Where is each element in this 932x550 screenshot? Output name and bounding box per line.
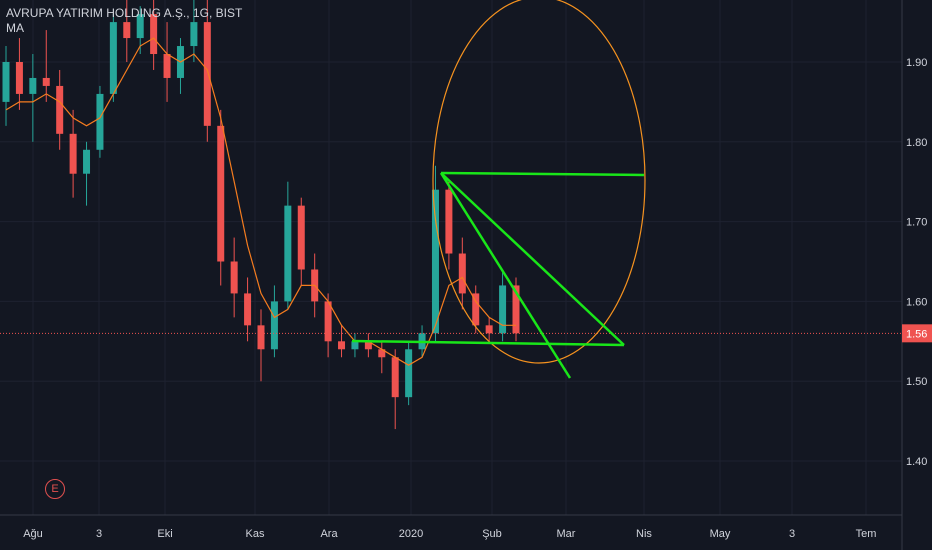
candle-body[interactable]: [29, 77, 37, 94]
candle-body[interactable]: [83, 149, 91, 174]
candle-body[interactable]: [96, 93, 104, 150]
candle-body[interactable]: [123, 22, 131, 39]
time-tick-label: Ağu: [23, 528, 43, 540]
candle-body[interactable]: [485, 325, 493, 334]
candle-body[interactable]: [150, 14, 158, 55]
price-tick-label: 1.60: [906, 296, 927, 308]
time-tick-label: Mar: [557, 528, 576, 540]
time-tick-label: 3: [789, 528, 795, 540]
candle-body[interactable]: [244, 293, 252, 326]
descending-trend-line-2[interactable]: [439, 172, 572, 379]
time-tick-label: 2020: [399, 528, 423, 540]
candle-body[interactable]: [190, 22, 198, 47]
candle-body[interactable]: [217, 125, 225, 262]
support-line[interactable]: [351, 339, 625, 347]
time-tick-label: Ara: [320, 528, 338, 540]
price-tick-label: 1.90: [906, 57, 927, 69]
candle-body[interactable]: [42, 77, 50, 86]
candle-body[interactable]: [2, 62, 10, 102]
candle-body[interactable]: [69, 133, 77, 174]
candle-body[interactable]: [472, 293, 480, 326]
last-price-label: 1.56: [906, 328, 927, 340]
candle-body[interactable]: [297, 205, 305, 270]
time-tick-label: May: [710, 528, 731, 540]
time-tick-label: Tem: [856, 528, 877, 540]
candle-body[interactable]: [203, 22, 211, 126]
last-price-badge: [902, 324, 932, 343]
candle-body[interactable]: [458, 253, 466, 294]
candle-body[interactable]: [512, 285, 520, 334]
candle-body[interactable]: [163, 54, 171, 78]
price-tick-label: 1.80: [906, 137, 927, 149]
candle-body[interactable]: [136, 14, 144, 39]
candle-body[interactable]: [445, 189, 453, 254]
candle-body[interactable]: [284, 205, 292, 302]
moving-average-line: [5, 37, 516, 366]
time-tick-label: Şub: [482, 528, 502, 540]
chart-legend: AVRUPA YATIRIM HOLDING A.Ş., 1G, BIST MA: [6, 6, 242, 36]
indicator-label[interactable]: MA: [6, 21, 24, 35]
symbol-title[interactable]: AVRUPA YATIRIM HOLDING A.Ş., 1G, BIST: [6, 6, 243, 20]
price-tick-label: 1.70: [906, 217, 927, 229]
price-tick-label: 1.40: [906, 456, 927, 468]
candle-body[interactable]: [324, 301, 332, 342]
time-tick-label: 3: [96, 528, 102, 540]
candle-body[interactable]: [56, 85, 64, 134]
time-tick-label: Nis: [636, 528, 652, 540]
candle-body[interactable]: [15, 62, 23, 94]
candle-body[interactable]: [499, 285, 507, 334]
candle-body[interactable]: [364, 341, 372, 350]
candle-body[interactable]: [405, 349, 413, 398]
candle-body[interactable]: [378, 349, 386, 358]
candle-body[interactable]: [338, 341, 346, 350]
candle-body[interactable]: [257, 325, 265, 350]
candle-body[interactable]: [431, 189, 439, 334]
candle-body[interactable]: [230, 261, 238, 294]
time-tick-label: Eki: [157, 528, 172, 540]
candle-body[interactable]: [391, 357, 399, 398]
time-tick-label: Kas: [246, 528, 265, 540]
candle-body[interactable]: [109, 22, 117, 94]
candle-body[interactable]: [270, 301, 278, 350]
descending-trend-line-1[interactable]: [440, 172, 625, 346]
price-tick-label: 1.50: [906, 376, 927, 388]
ellipse-drawing[interactable]: [432, 0, 646, 364]
horizontal-trend-line[interactable]: [440, 171, 645, 177]
candle-body[interactable]: [351, 341, 359, 350]
earnings-marker[interactable]: E: [45, 479, 65, 499]
